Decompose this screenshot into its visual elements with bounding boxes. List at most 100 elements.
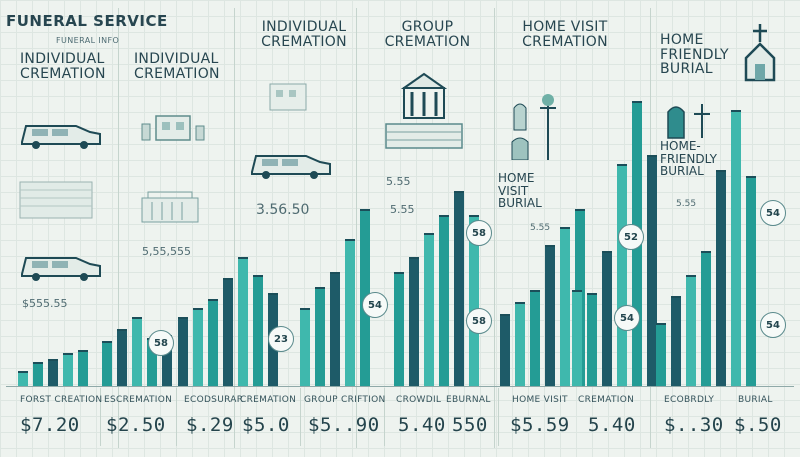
bar — [545, 245, 555, 386]
bar-cap — [132, 317, 142, 319]
value-text: 5.55 — [386, 175, 411, 188]
bar — [560, 227, 570, 386]
header-individual-cremation: Individual Cremation — [261, 19, 347, 50]
value-badge: 54 — [760, 200, 786, 226]
bar-cap — [253, 275, 263, 277]
value-text: 5,55,555 — [142, 245, 191, 258]
bar-cap — [716, 170, 726, 172]
bar — [345, 239, 355, 386]
bar — [208, 299, 218, 386]
bar — [147, 338, 157, 386]
bar — [500, 314, 510, 386]
bar-cap — [671, 296, 681, 298]
header-group-cremation: Group Cremation — [384, 19, 471, 50]
building-icon — [141, 191, 199, 223]
bar — [617, 164, 627, 386]
bar-cap — [602, 251, 612, 253]
footer-label: Escremation — [104, 395, 173, 405]
bar-cap — [63, 353, 73, 355]
bar — [162, 335, 172, 386]
bar — [300, 308, 310, 386]
footer-divider — [100, 388, 101, 446]
price-text: $7.20 — [20, 414, 80, 436]
bar-cap — [117, 329, 127, 331]
bar — [424, 233, 434, 386]
price-text: $5..90 — [308, 414, 380, 436]
footer-label: Ecobrdly — [664, 395, 715, 405]
bar — [686, 275, 696, 386]
bar — [515, 302, 525, 386]
footer-divider — [498, 388, 499, 446]
bar-cap — [560, 227, 570, 229]
footer-label: Group Criftion — [304, 395, 386, 405]
value-text: $555.55 — [22, 297, 68, 310]
bar — [315, 287, 325, 386]
bar — [671, 296, 681, 386]
bar-cap — [33, 362, 43, 364]
hearse-icon — [251, 155, 331, 179]
footer-label: Ecodsurar — [184, 395, 244, 405]
bar-cap — [575, 209, 585, 211]
bar — [330, 272, 340, 386]
header-home-friendly-burial: Home Friendly Burial — [660, 32, 729, 78]
bar — [33, 362, 43, 386]
bar-cap — [686, 275, 696, 277]
panel-divider — [234, 8, 235, 448]
bar — [731, 110, 741, 386]
footer-label: Home Visit — [512, 395, 568, 405]
price-text: $5.0 — [242, 414, 290, 436]
footer-label: Cremation — [578, 395, 635, 405]
price-text: $..30 — [664, 414, 724, 436]
footer-divider — [384, 388, 385, 446]
value-badge: 58 — [466, 308, 492, 334]
bar — [394, 272, 404, 386]
bar — [63, 353, 73, 386]
bar-cap — [515, 302, 525, 304]
bar-cap — [701, 251, 711, 253]
bar-cap — [572, 290, 582, 292]
bar-cap — [731, 110, 741, 112]
price-text: $5.59 — [510, 414, 570, 436]
building-icon — [19, 181, 93, 219]
value-text: 5.55 — [390, 203, 415, 216]
hearse-icon — [21, 125, 101, 149]
bar — [587, 293, 597, 386]
bar-cap — [102, 341, 112, 343]
footer-rule — [6, 386, 794, 387]
bar-cap — [545, 245, 555, 247]
cemetery-icon — [667, 104, 710, 139]
price-text: $.50 — [734, 414, 782, 436]
bar-cap — [178, 317, 188, 319]
footer-label: Forst Creation — [20, 395, 103, 405]
office-icon — [141, 115, 205, 141]
bar — [572, 290, 582, 386]
price-text: $2.50 — [106, 414, 166, 436]
bar — [178, 317, 188, 386]
price-text: $.29 — [186, 414, 234, 436]
value-badge: 54 — [362, 292, 388, 318]
bar-cap — [48, 359, 58, 361]
bar — [454, 191, 464, 386]
footer-divider — [300, 388, 301, 446]
bar-cap — [500, 314, 510, 316]
bar — [746, 176, 756, 386]
value-badge: 58 — [466, 220, 492, 246]
footer-label: Eburnal — [446, 395, 491, 405]
bar-cap — [617, 164, 627, 166]
bar — [656, 323, 666, 386]
bar-cap — [746, 176, 756, 178]
bar — [439, 215, 449, 386]
price-text: 5.40 — [398, 414, 446, 436]
bar — [716, 170, 726, 386]
footer-label: Cremation — [240, 395, 297, 405]
bar-cap — [18, 371, 28, 373]
bar-cap — [330, 272, 340, 274]
bar — [18, 371, 28, 386]
bar-cap — [360, 209, 370, 211]
footer-divider — [176, 388, 177, 446]
header-home-visit-cremation: Home Visit Cremation — [522, 19, 608, 50]
bar — [469, 215, 479, 386]
value-text: 3.56.50 — [256, 202, 310, 218]
bar — [117, 329, 127, 386]
panel-divider — [356, 8, 357, 448]
